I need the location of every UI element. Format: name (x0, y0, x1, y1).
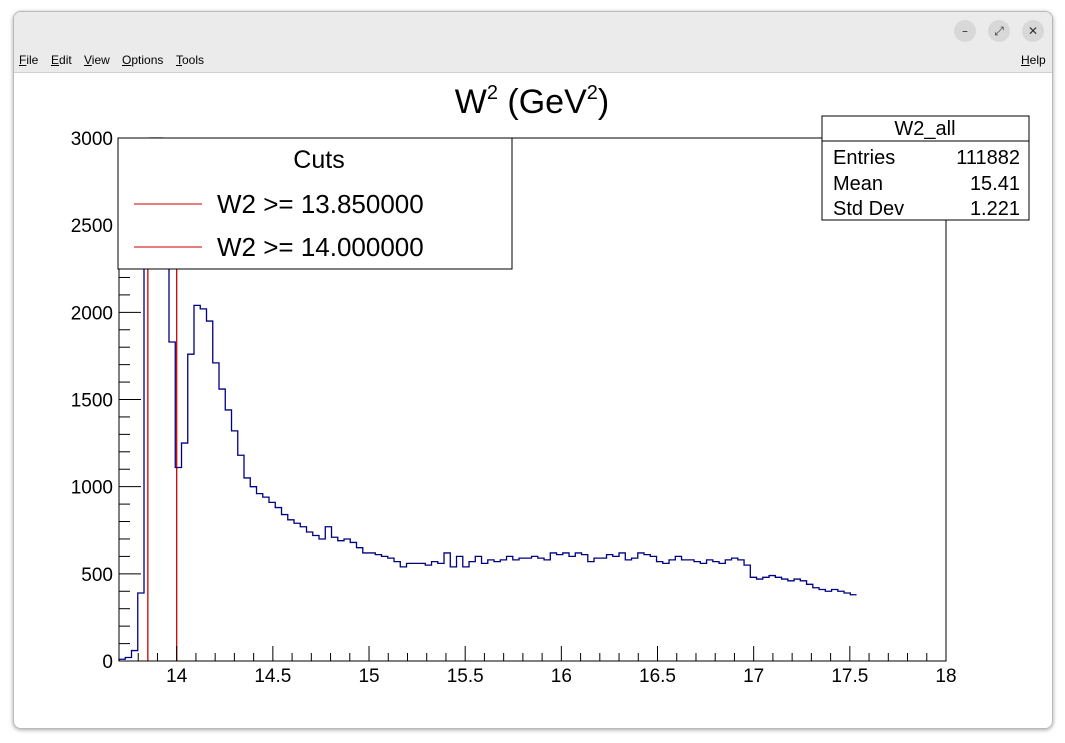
x-tick-label: 16 (551, 666, 572, 687)
x-tick-label: 14.5 (254, 666, 291, 687)
stats-title: W2_all (894, 118, 955, 140)
y-tick-label: 1500 (71, 391, 113, 412)
axes: 14 14.5 15 15.5 16 16.5 17 17.5 18 0 500 1000 1500 20… (71, 129, 957, 687)
stats-box: W2_all Entries 111882 Mean 15.41 Std Dev… (821, 115, 1030, 221)
legend-entry-2: W2 >= 14.000000 (217, 232, 424, 262)
y-tick-label: 2000 (71, 303, 113, 324)
menu-bar: File Edit View Options Tools Help (14, 48, 1052, 73)
root-canvas-window: – ⤢ ✕ File Edit View Options Tools Help … (13, 11, 1053, 729)
legend-box: Cuts W2 >= 13.850000 W2 >= 14.000000 (117, 137, 513, 270)
x-tick-label: 18 (935, 666, 956, 687)
histogram-plot[interactable]: W2 (GeV2) 14 14.5 15 15.5 16 16.5 17 17.5 18 0 500… (14, 73, 1052, 728)
x-tick-label: 14 (166, 666, 188, 687)
y-tick-label: 1000 (71, 478, 113, 499)
x-tick-label: 16.5 (639, 666, 676, 687)
stats-entries-value: 111882 (956, 147, 1020, 169)
stats-mean-label: Mean (833, 173, 883, 195)
stats-mean-value: 15.41 (970, 173, 1020, 195)
y-tick-label: 3000 (71, 129, 113, 150)
plot-canvas[interactable]: W2 (GeV2) 14 14.5 15 15.5 16 16.5 17 17.5 18 0 500… (14, 73, 1052, 728)
menu-options[interactable]: Options (122, 53, 164, 67)
histogram-series (118, 137, 857, 661)
menu-view[interactable]: View (84, 53, 110, 67)
x-tick-label: 17.5 (831, 666, 868, 687)
menu-help[interactable]: Help (1021, 53, 1046, 67)
y-tick-label: 500 (81, 565, 113, 586)
stats-stddev-label: Std Dev (833, 198, 904, 220)
chart-title: W2 (GeV2) (455, 82, 609, 121)
close-icon[interactable]: ✕ (1022, 20, 1044, 42)
legend-entry-1: W2 >= 13.850000 (217, 189, 424, 219)
menu-tools[interactable]: Tools (176, 53, 205, 67)
menu-file[interactable]: File (19, 53, 39, 67)
restore-icon[interactable]: ⤢ (988, 20, 1010, 42)
x-tick-label: 17 (743, 666, 764, 687)
x-tick-label: 15 (358, 666, 379, 687)
x-tick-label: 15.5 (447, 666, 484, 687)
y-tick-label: 2500 (71, 216, 113, 237)
stats-entries-label: Entries (833, 147, 895, 169)
legend-title: Cuts (293, 146, 344, 174)
stats-stddev-value: 1.221 (970, 198, 1020, 220)
menu-edit[interactable]: Edit (51, 53, 72, 67)
title-bar: – ⤢ ✕ (14, 12, 1052, 48)
minimize-icon[interactable]: – (954, 20, 976, 42)
y-tick-label: 0 (102, 652, 113, 673)
